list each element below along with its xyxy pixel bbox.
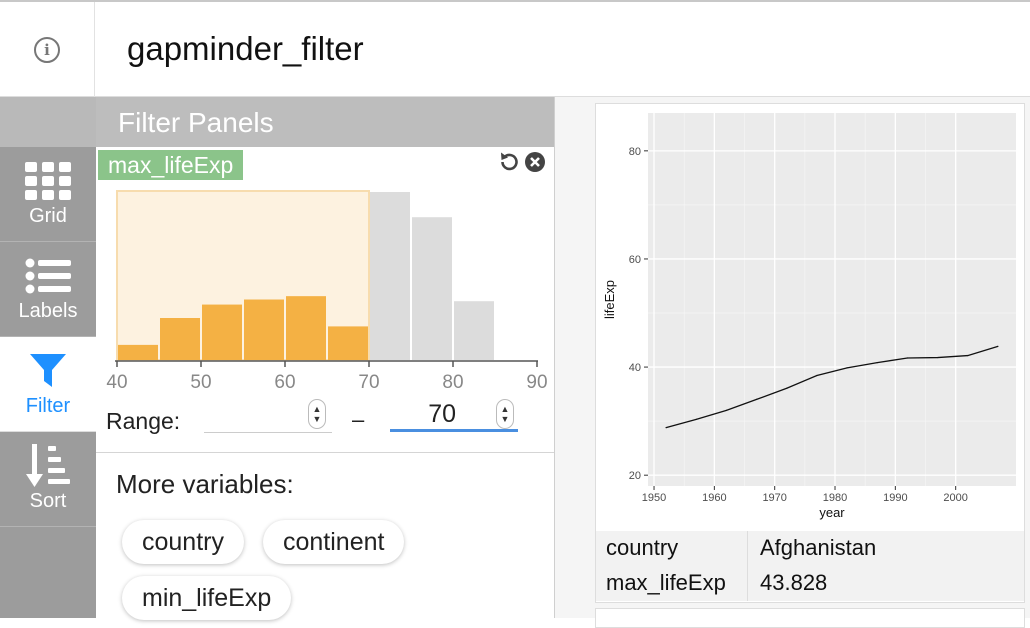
meta-separator: [747, 531, 748, 566]
range-max-input[interactable]: 70: [390, 400, 518, 432]
data-point: [846, 367, 848, 369]
sort-icon: [26, 443, 70, 487]
filter-icon: [29, 351, 67, 391]
plot-background: [648, 113, 1016, 486]
meta-separator: [747, 566, 748, 601]
range-label: Range:: [106, 408, 181, 434]
x-tick-label: 1960: [702, 492, 726, 504]
reset-icon[interactable]: [498, 151, 520, 173]
grid-icon: [25, 161, 71, 201]
x-axis-label: year: [819, 505, 845, 520]
line-chart: 1950 1960 1970 1980 1990 2000 20 40 60 80 year life…: [602, 113, 1016, 520]
meta-value: 43.828: [760, 570, 828, 595]
meta-row-max-lifeexp: max_lifeExp 43.828: [596, 566, 1024, 601]
data-point: [725, 409, 728, 411]
selection-range: [116, 190, 370, 361]
labels-icon: [25, 256, 71, 296]
histogram-tick-label: 70: [358, 372, 379, 393]
variable-pill-min-lifeexp[interactable]: min_lifeExp: [122, 576, 292, 620]
histogram-bar: [328, 326, 368, 360]
histogram-tick-label: 90: [526, 372, 547, 393]
range-min-stepper[interactable]: ▲ ▼: [308, 399, 326, 429]
meta-value: Afghanistan: [760, 535, 877, 560]
chevron-down-icon: ▼: [312, 414, 322, 424]
info-icon: i: [34, 36, 60, 63]
panel-card[interactable]: 1950 1960 1970 1980 1990 2000 20 40 60 80 year life…: [595, 103, 1025, 603]
sidebar-item-label: Filter: [25, 394, 71, 417]
sidebar-item-label: Grid: [29, 204, 67, 227]
x-tick-label: 1970: [762, 492, 786, 504]
sidebar-item-grid[interactable]: Grid: [0, 147, 96, 242]
x-tick-label: 1950: [642, 492, 666, 504]
more-variables-label: More variables:: [116, 469, 294, 499]
meta-row-country: country Afghanistan: [596, 531, 1024, 566]
meta-key: max_lifeExp: [606, 570, 726, 595]
top-border: [0, 0, 1030, 2]
meta-key: country: [606, 535, 679, 560]
info-button[interactable]: i: [0, 2, 95, 97]
histogram-bar: [412, 217, 452, 360]
sidebar-nav: Grid Labels Filter: [0, 97, 96, 618]
range-max-stepper[interactable]: ▲ ▼: [496, 399, 514, 429]
filter-panel: Filter Panels max_lifeExp 40 50 60 70 80 90 R…: [96, 97, 555, 620]
variable-pill-continent[interactable]: continent: [263, 520, 405, 564]
sidebar-item-label: Sort: [29, 489, 67, 512]
chevron-up-icon: ▲: [500, 404, 510, 414]
histogram-tick-label: 80: [442, 372, 463, 393]
data-point: [755, 398, 758, 400]
data-point: [695, 418, 697, 420]
histogram-bar: [286, 296, 326, 360]
close-icon[interactable]: [525, 152, 545, 172]
histogram-bar: [244, 299, 284, 360]
series-line: [665, 345, 999, 429]
histogram-bar: [370, 192, 410, 360]
histogram-bar: [454, 301, 494, 360]
app-title: gapminder_filter: [127, 30, 364, 67]
data-point: [906, 357, 909, 359]
histogram-bar: [160, 318, 200, 360]
divider: [96, 452, 554, 453]
filter-variable-chip: max_lifeExp: [98, 150, 244, 180]
range-min-input[interactable]: [204, 402, 332, 433]
histogram[interactable]: 40 50 60 70 80 90: [104, 183, 549, 398]
filter-panels-header: Filter Panels: [96, 97, 554, 147]
data-point: [967, 354, 969, 357]
data-point: [876, 362, 878, 364]
chevron-up-icon: ▲: [312, 404, 322, 414]
chevron-down-icon: ▼: [500, 414, 510, 424]
data-point: [936, 356, 939, 359]
sidebar-item-filter[interactable]: Filter: [0, 337, 96, 432]
data-point: [665, 427, 667, 429]
variable-pill-country[interactable]: country: [122, 520, 244, 564]
sidebar-item-labels[interactable]: Labels: [0, 242, 96, 337]
histogram-bar: [202, 304, 242, 360]
app-header: i gapminder_filter: [0, 2, 1030, 97]
y-axis-label: lifeExp: [602, 280, 617, 319]
x-tick-label: 1980: [823, 492, 847, 504]
histogram-tick-label: 50: [190, 372, 211, 393]
y-tick-label: 20: [629, 470, 641, 482]
data-point: [997, 345, 999, 347]
x-tick-label: 2000: [943, 492, 967, 504]
x-tick-label: 1990: [883, 492, 907, 504]
data-point: [816, 374, 818, 377]
panel-grid: 1950 1960 1970 1980 1990 2000 20 40 60 80 year life…: [555, 97, 1030, 628]
histogram-tick-label: 40: [106, 372, 127, 393]
sidebar-item-label: Labels: [18, 299, 78, 322]
sidebar-item-sort[interactable]: Sort: [0, 432, 96, 527]
histogram-bar: [118, 344, 158, 360]
range-dash: –: [352, 407, 365, 432]
y-tick-label: 40: [629, 362, 641, 374]
y-tick-label: 60: [629, 254, 641, 266]
sidebar-spacer: [0, 97, 96, 147]
panel-card-next[interactable]: [595, 608, 1025, 628]
y-tick-label: 80: [629, 146, 641, 158]
data-point: [786, 387, 788, 389]
histogram-tick-label: 60: [274, 372, 295, 393]
